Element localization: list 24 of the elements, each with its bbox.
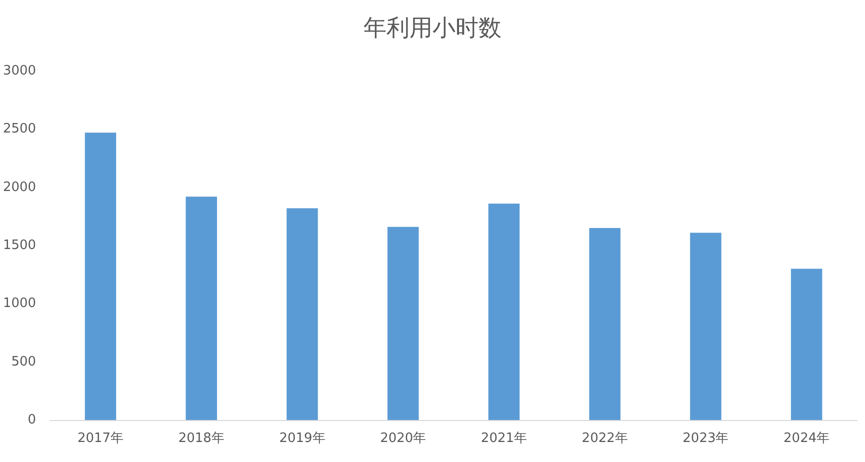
y-tick-label: 2000	[2, 180, 36, 195]
bar	[286, 208, 318, 420]
x-tick-label: 2019年	[279, 431, 326, 446]
x-tick-label: 2017年	[77, 431, 124, 446]
bar	[387, 226, 419, 420]
bar	[488, 204, 520, 420]
chart-title: 年利用小时数	[364, 16, 502, 42]
y-tick-label: 1000	[2, 296, 36, 312]
bar	[790, 268, 822, 420]
y-tick-label: 1500	[2, 238, 36, 253]
x-tick-label: 2024年	[784, 431, 830, 446]
bar	[186, 196, 218, 420]
y-tick-label: 0	[28, 412, 36, 428]
bar	[589, 228, 620, 420]
bar	[690, 232, 722, 420]
x-tick-label: 2020年	[380, 431, 426, 446]
x-tick-label: 2023年	[682, 431, 729, 446]
x-tick-label: 2022年	[582, 431, 628, 446]
bar	[84, 132, 116, 420]
y-tick-label: 2500	[2, 122, 36, 137]
y-tick-label: 500	[11, 354, 36, 370]
x-tick-label: 2018年	[178, 431, 224, 446]
x-tick-label: 2021年	[480, 431, 528, 446]
y-tick-label: 3000	[2, 64, 36, 78]
